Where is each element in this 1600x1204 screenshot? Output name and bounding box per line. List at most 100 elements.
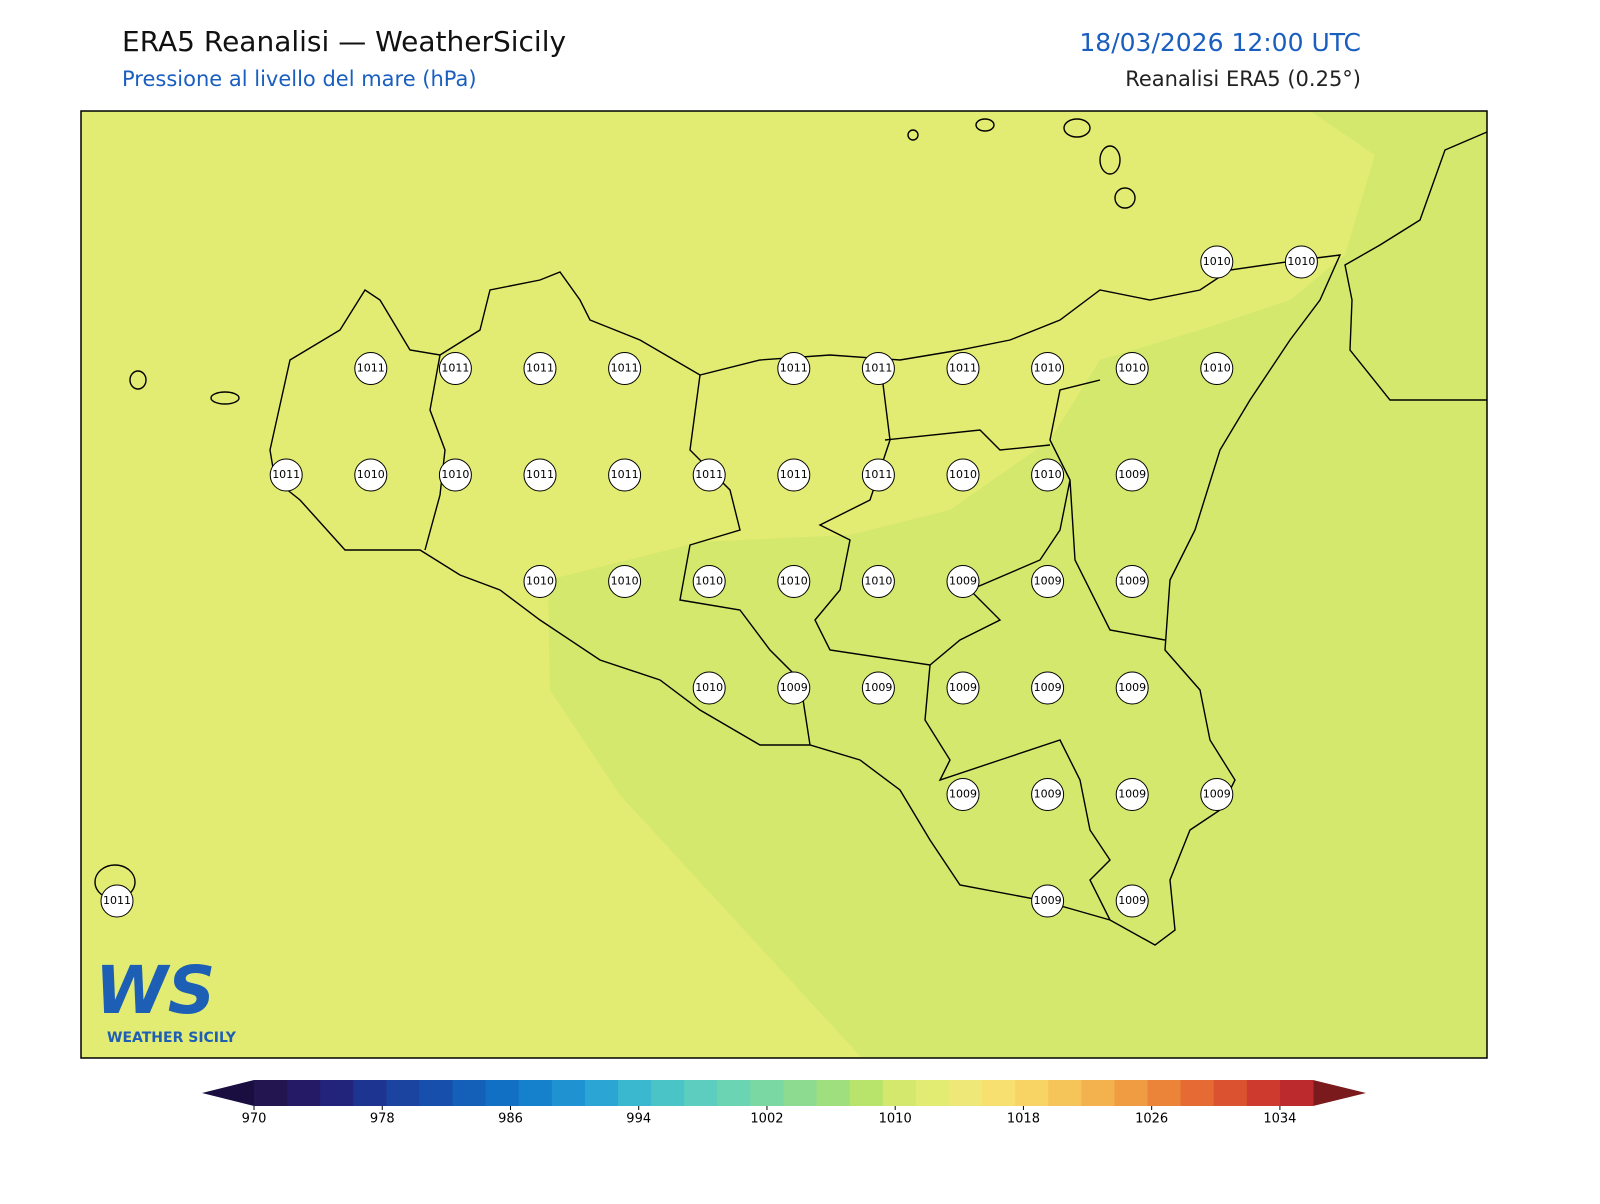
station-value: 1009: [949, 788, 977, 801]
station-value: 1009: [864, 681, 892, 694]
station-value: 1011: [441, 362, 469, 375]
station-marker: [1031, 352, 1065, 385]
colorbar: 970 978 986 994 1002 1010 1018 1026 1034: [202, 1080, 1366, 1127]
station-value: 1010: [1203, 362, 1231, 375]
colorbar-bin: [849, 1080, 884, 1106]
colorbar-bin: [948, 1080, 983, 1106]
colorbar-bin: [287, 1080, 321, 1106]
colorbar-bin: [1081, 1080, 1115, 1106]
station-marker: [692, 565, 726, 598]
station-marker: [861, 671, 895, 705]
colorbar-bin: [816, 1080, 851, 1106]
station-value: 1010: [1287, 255, 1315, 268]
station-value: 1010: [1034, 468, 1062, 481]
station-marker: [861, 458, 895, 492]
station-value: 1011: [864, 468, 892, 481]
colorbar-tick-label: 1018: [1007, 1112, 1040, 1127]
station-value: 1011: [780, 362, 808, 375]
station-value: 1011: [272, 468, 300, 481]
station-value: 1011: [864, 362, 892, 375]
station-marker: [523, 458, 557, 492]
colorbar-bin: [717, 1080, 751, 1106]
colorbar-bin: [1246, 1080, 1281, 1106]
station-marker: [1200, 245, 1234, 279]
datetime: 18/03/2026 12:00 UTC: [1079, 28, 1361, 57]
station-value: 1010: [1118, 362, 1146, 375]
colorbar-bin: [1048, 1080, 1082, 1106]
station-marker: [946, 565, 980, 598]
colorbar-tick-label: 978: [370, 1112, 395, 1127]
colorbar-tick-label: 1034: [1263, 1112, 1296, 1127]
colorbar-bin: [882, 1080, 917, 1106]
station-marker: [861, 565, 895, 598]
station-marker: [861, 352, 895, 385]
station-marker: [692, 671, 726, 705]
colorbar-bin: [915, 1080, 950, 1106]
station-marker: [1115, 458, 1149, 492]
station-value: 1009: [949, 575, 977, 588]
logo-name: WEATHER SICILY: [107, 1030, 237, 1046]
station-value: 1010: [695, 681, 723, 694]
station-value: 1011: [780, 468, 808, 481]
station-marker: [354, 458, 388, 492]
colorbar-bin: [584, 1080, 619, 1106]
station-marker: [1200, 352, 1234, 385]
colorbar-bin: [485, 1080, 520, 1106]
station-marker: [1031, 671, 1065, 705]
station-value: 1010: [611, 575, 639, 588]
station-value: 1010: [695, 575, 723, 588]
station-marker: [946, 458, 980, 492]
station-value: 1009: [1118, 575, 1146, 588]
station-marker: [608, 458, 642, 492]
colorbar-tick-label: 986: [498, 1112, 523, 1127]
station-value: 1009: [1118, 468, 1146, 481]
colorbar-bin: [419, 1080, 454, 1106]
station-value: 1009: [1118, 681, 1146, 694]
source: Reanalisi ERA5 (0.25°): [1125, 67, 1361, 91]
station-marker: [1115, 565, 1149, 598]
station-marker: [1031, 458, 1065, 492]
station-values: 1010 1010 1011 1011 1011 1011 1011 1011 1011 1010…: [100, 245, 1318, 918]
colorbar-bin: [651, 1080, 685, 1106]
colorbar-extend-min: [202, 1080, 254, 1106]
station-value: 1010: [1203, 255, 1231, 268]
station-marker: [1284, 245, 1318, 279]
station-value: 1011: [103, 894, 131, 907]
station-marker: [1115, 884, 1149, 918]
colorbar-bin: [618, 1080, 652, 1106]
station-value: 1011: [949, 362, 977, 375]
station-marker: [354, 352, 388, 385]
station-marker: [269, 458, 303, 492]
subtitle: Pressione al livello del mare (hPa): [122, 67, 477, 91]
colorbar-bin: [320, 1080, 354, 1106]
colorbar-bin: [1114, 1080, 1149, 1106]
station-value: 1011: [526, 468, 554, 481]
station-marker: [1115, 352, 1149, 385]
station-value: 1009: [1034, 575, 1062, 588]
station-value: 1009: [949, 681, 977, 694]
colorbar-extend-max: [1313, 1080, 1366, 1106]
station-marker: [523, 352, 557, 385]
colorbar-bin: [1180, 1080, 1215, 1106]
station-marker: [777, 352, 811, 385]
colorbar-bin: [518, 1080, 553, 1106]
station-marker: [1200, 778, 1234, 811]
station-marker: [777, 565, 811, 598]
title: ERA5 Reanalisi — WeatherSicily: [122, 25, 566, 58]
station-value: 1010: [780, 575, 808, 588]
colorbar-bin: [254, 1080, 288, 1106]
station-value: 1009: [1203, 788, 1231, 801]
station-value: 1011: [611, 362, 639, 375]
colorbar-bin: [684, 1080, 718, 1106]
station-value: 1009: [780, 681, 808, 694]
station-marker: [946, 352, 980, 385]
colorbar-bin: [982, 1080, 1016, 1106]
logo: WS WEATHER SICILY: [95, 952, 237, 1046]
station-marker: [777, 671, 811, 705]
coastline-sicily: [269, 254, 1342, 946]
colorbar-bin: [386, 1080, 420, 1106]
station-marker: [100, 884, 134, 918]
map-frame: [80, 110, 1488, 1059]
station-value: 1011: [611, 468, 639, 481]
